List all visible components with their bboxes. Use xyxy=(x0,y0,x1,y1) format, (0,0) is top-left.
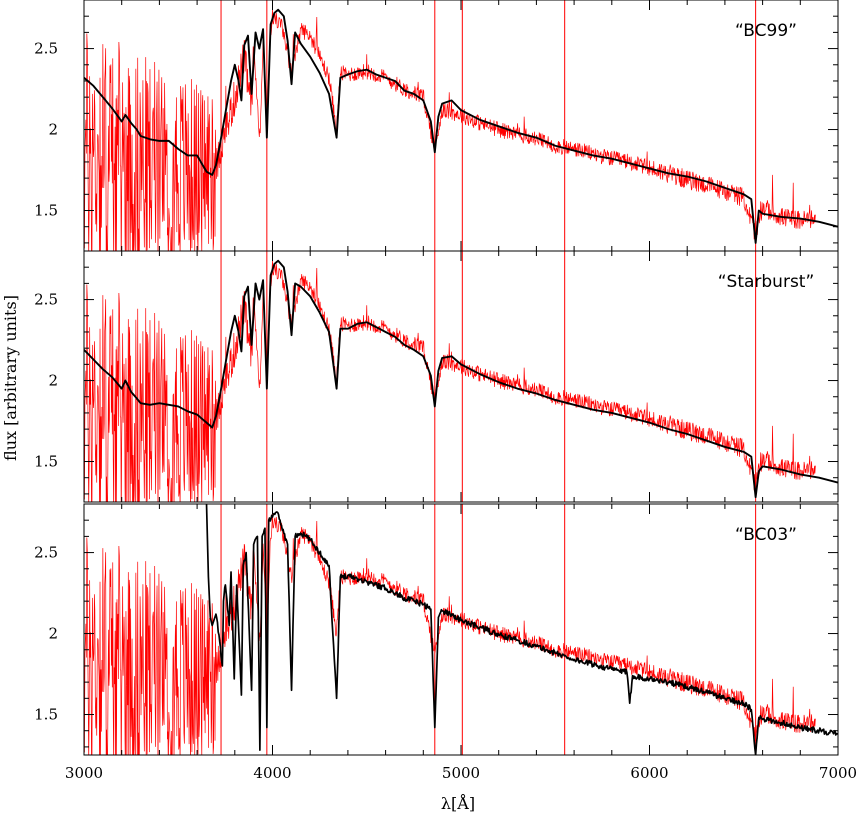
plot-area xyxy=(84,251,838,502)
panel-3: 1.5 2 2.5 “BC03” xyxy=(34,503,839,756)
x-tick-label: 7000 xyxy=(819,764,857,782)
panel-stack: 1.5 2 2.5 “BC99” 1.5 2 2.5 “Starburst” 1.5 2 2.5 “B… xyxy=(34,0,839,756)
y-tick-label: 2.5 xyxy=(34,40,58,58)
y-tick-label: 2 xyxy=(48,121,58,139)
observed-spectrum-line xyxy=(84,512,816,755)
plot-area xyxy=(84,504,838,755)
model-spectrum-line xyxy=(205,504,838,755)
x-axis-title: λ[Å] xyxy=(441,793,475,813)
plot-area xyxy=(84,0,838,251)
panel-2: 1.5 2 2.5 “Starburst” xyxy=(34,250,839,503)
observed-spectrum-line xyxy=(84,259,816,502)
model-spectrum-line xyxy=(84,259,838,499)
x-tick-label: 6000 xyxy=(630,764,668,782)
y-tick-label: 2 xyxy=(48,625,58,643)
y-tick-label: 1.5 xyxy=(34,706,58,724)
x-axis: 3000 4000 5000 6000 7000 xyxy=(65,764,857,782)
observed-spectrum-line xyxy=(84,8,816,251)
x-tick-label: 3000 xyxy=(65,764,103,782)
y-tick-label: 1.5 xyxy=(34,453,58,471)
panel-1: 1.5 2 2.5 “BC99” xyxy=(34,0,839,252)
y-tick-label: 2.5 xyxy=(34,291,58,309)
panel-label: “BC03” xyxy=(735,525,797,545)
x-tick-label: 5000 xyxy=(442,764,480,782)
y-axis-title: flux [arbitrary units] xyxy=(1,295,20,461)
x-tick-label: 4000 xyxy=(253,764,291,782)
panel-label: “Starburst” xyxy=(718,272,815,292)
panel-label: “BC99” xyxy=(735,21,797,41)
model-spectrum-line xyxy=(84,8,838,244)
y-tick-label: 2.5 xyxy=(34,544,58,562)
y-tick-label: 1.5 xyxy=(34,202,58,220)
y-tick-label: 2 xyxy=(48,372,58,390)
